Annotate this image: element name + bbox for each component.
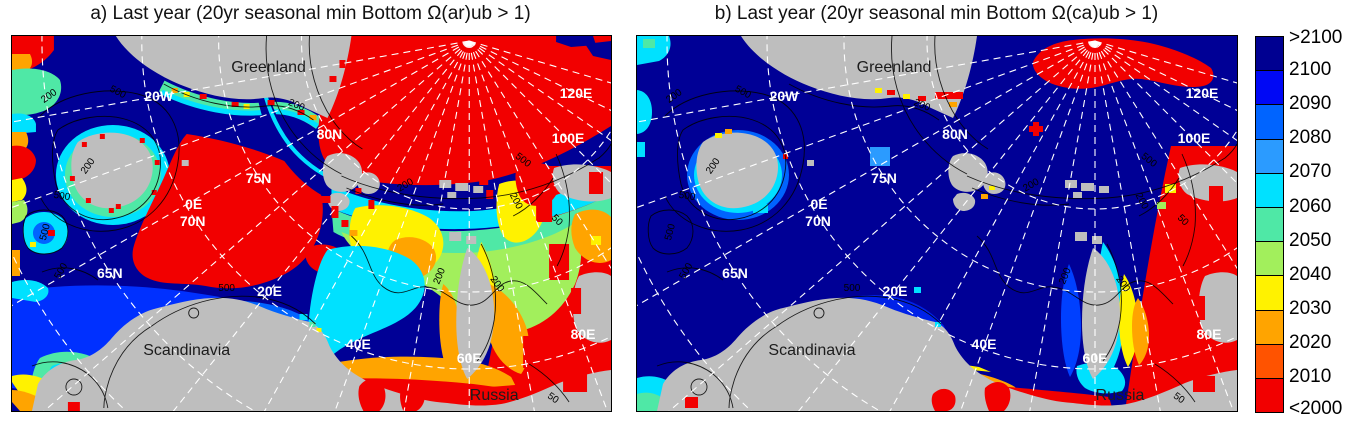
- colorbar-segment: [1256, 104, 1283, 139]
- panel-a-title: a) Last year (20yr seasonal min Bottom Ω…: [90, 3, 531, 24]
- colorbar-tick-label: >2100: [1289, 27, 1343, 48]
- coastal-red-speckles: [67, 60, 608, 411]
- colorbar-tick-label: 2090: [1289, 93, 1332, 114]
- colorbar-tick-label: 2060: [1289, 196, 1332, 217]
- colorbar-tick-label: 2080: [1289, 127, 1332, 148]
- colorbar-tick-label: 2050: [1289, 230, 1332, 251]
- colorbar-tick-label: 2030: [1289, 298, 1332, 319]
- colorbar-tick-label: 2070: [1289, 161, 1332, 182]
- colorbar-tick-label: <2000: [1289, 398, 1343, 419]
- colorbar-segment: [1256, 309, 1283, 344]
- colorbar: [1255, 36, 1284, 413]
- colorbar-segment: [1256, 172, 1283, 207]
- coastal-speckles: [685, 88, 1223, 408]
- colorbar-segment: [1256, 70, 1283, 105]
- colorbar-segment: [1256, 241, 1283, 276]
- colorbar-segment: [1256, 37, 1283, 71]
- panel-b-title: b) Last year (20yr seasonal min Bottom Ω…: [714, 3, 1159, 24]
- map-panel-a: [11, 35, 612, 412]
- colorbar-segment: [1256, 206, 1283, 242]
- map-panel-b: [636, 35, 1238, 412]
- colorbar-tick-label: 2010: [1289, 366, 1332, 387]
- colorbar-segment: [1256, 138, 1283, 173]
- colorbar-tick-label: 2040: [1289, 264, 1332, 285]
- colorbar-segment: [1256, 275, 1283, 310]
- colorbar-tick-label: 2100: [1289, 59, 1332, 80]
- colorbar-segment: [1256, 343, 1283, 378]
- colorbar-segment: [1256, 377, 1283, 413]
- colorbar-tick-label: 2020: [1289, 332, 1332, 353]
